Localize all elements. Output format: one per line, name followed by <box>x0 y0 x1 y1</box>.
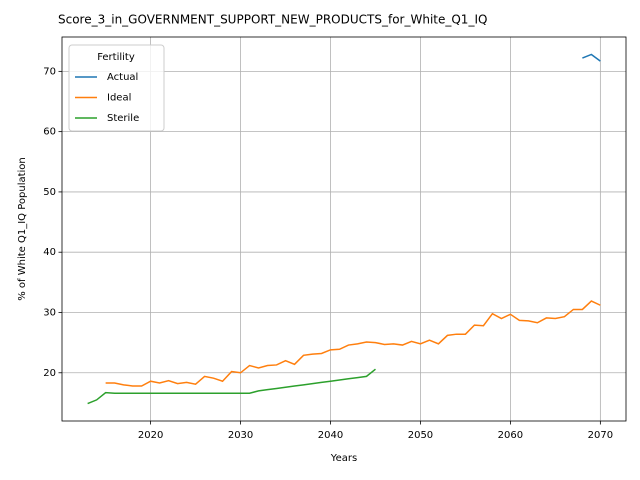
plot-frame <box>61 36 627 422</box>
series-line <box>105 300 601 387</box>
series-line <box>87 368 376 405</box>
series-line <box>582 53 601 62</box>
x-tick-label: 2040 <box>318 430 343 441</box>
y-tick-label: 70 <box>43 66 56 77</box>
x-tick-label: 2050 <box>408 430 433 441</box>
legend-label: Ideal <box>107 93 131 104</box>
y-tick-label: 20 <box>43 368 56 379</box>
y-tick-label: 40 <box>43 247 56 258</box>
legend-label: Actual <box>107 72 138 83</box>
x-tick-label: 2020 <box>138 430 163 441</box>
x-tick-label: 2030 <box>228 430 253 441</box>
x-tick-label: 2070 <box>588 430 613 441</box>
x-axis-label: Years <box>330 453 357 464</box>
legend-label: Sterile <box>107 113 139 124</box>
y-axis-label: % of White Q1_IQ Population <box>17 157 28 301</box>
x-tick-label: 2060 <box>498 430 523 441</box>
legend-box <box>68 44 165 132</box>
legend-title: Fertility <box>97 52 135 63</box>
y-tick-label: 50 <box>43 187 56 198</box>
chart-title: Score_3_in_GOVERNMENT_SUPPORT_NEW_PRODUC… <box>58 13 487 27</box>
y-tick-label: 60 <box>43 127 56 138</box>
y-tick-label: 30 <box>43 307 56 318</box>
